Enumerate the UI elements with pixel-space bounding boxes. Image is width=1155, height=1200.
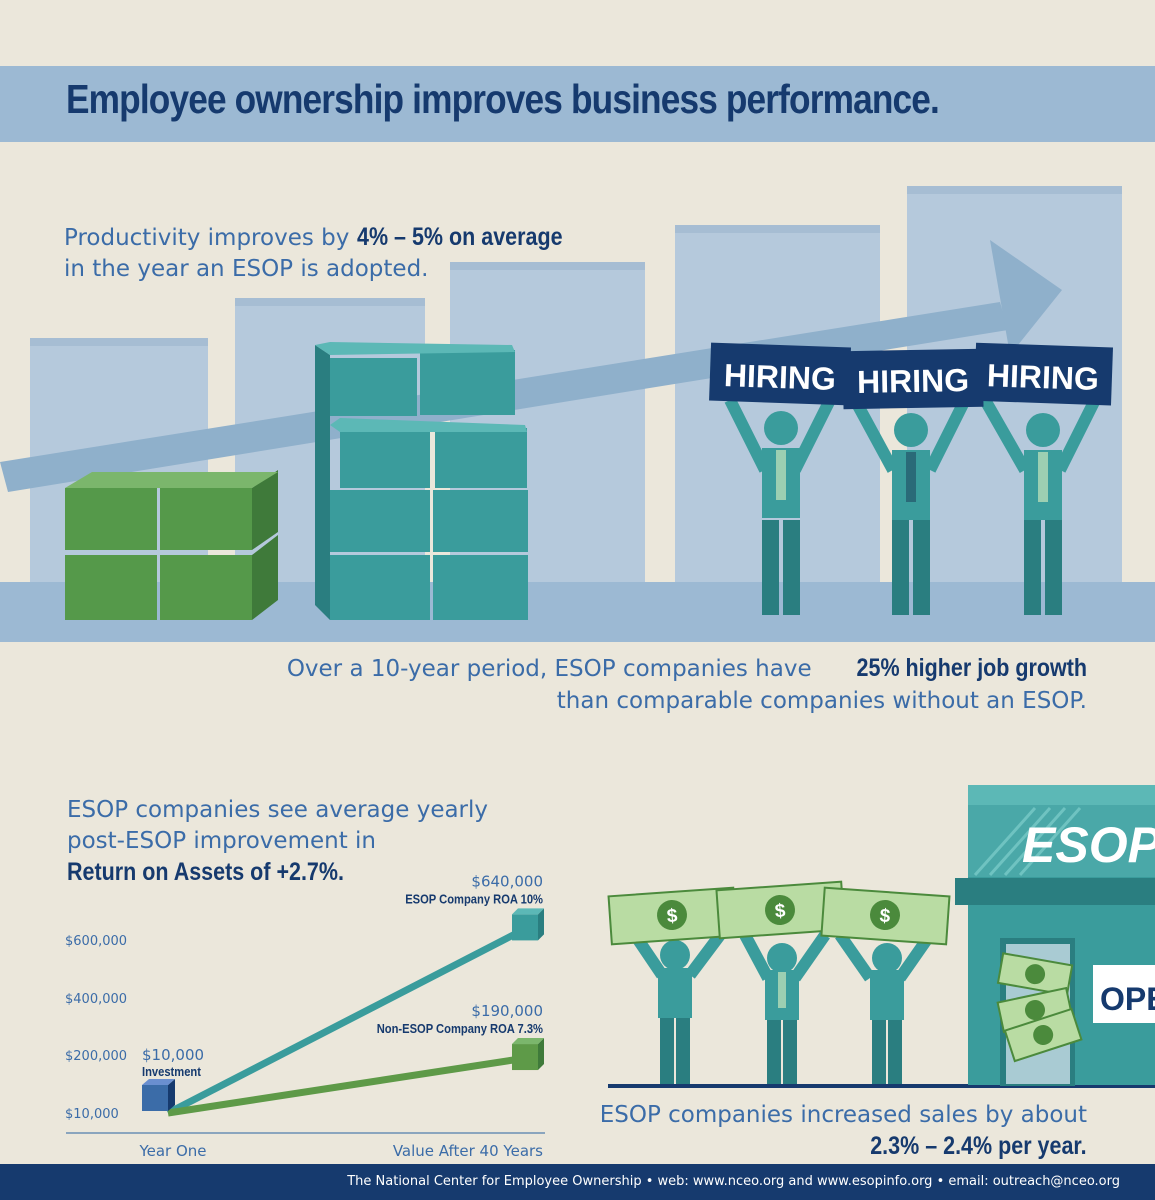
data-point-marker-side xyxy=(538,1038,544,1071)
sales-statement: ESOP companies increased sales by about … xyxy=(600,1100,1087,1163)
productivity-text: Productivity improves by xyxy=(64,225,357,251)
x-tick-label: Value After 40 Years xyxy=(393,1142,543,1160)
dollar-icon: $ xyxy=(879,906,891,928)
store-sign-text: ESOP xyxy=(1022,817,1155,873)
roa-line-1: ESOP companies see average yearly xyxy=(67,797,489,823)
roa-highlight: Return on Assets of +2.7%. xyxy=(67,858,344,886)
data-point-marker xyxy=(512,914,538,941)
hiring-sign-text: HIRING xyxy=(857,362,970,400)
productivity-statement: Productivity improves by 4% – 5% on aver… xyxy=(64,222,596,285)
y-tick-label: $10,000 xyxy=(65,1107,119,1122)
series-line xyxy=(166,925,528,1117)
data-label: $190,000 xyxy=(471,1002,543,1020)
page-title: Employee ownership improves business per… xyxy=(66,76,940,122)
sales-highlight: 2.3% – 2.4% per year. xyxy=(870,1132,1087,1160)
x-tick-label: Year One xyxy=(138,1142,206,1160)
y-tick-label: $600,000 xyxy=(65,934,127,949)
hiring-sign-text: HIRING xyxy=(723,357,836,397)
y-tick-label: $200,000 xyxy=(65,1049,127,1064)
sales-line-1: ESOP companies increased sales by about xyxy=(599,1102,1087,1128)
series-name-label: ESOP Company ROA 10% xyxy=(405,892,543,907)
start-sublabel: Investment xyxy=(142,1064,201,1079)
start-point-marker-top xyxy=(142,1079,175,1085)
productivity-highlight: 4% – 5% on average xyxy=(356,223,563,251)
job-growth-text-2: than comparable companies without an ESO… xyxy=(556,688,1087,714)
data-point-marker-top xyxy=(512,1038,544,1045)
start-value-label: $10,000 xyxy=(142,1046,204,1064)
job-growth-highlight: 25% higher job growth xyxy=(856,654,1087,682)
dollar-icon: $ xyxy=(666,906,678,928)
data-point-marker xyxy=(512,1044,538,1071)
teal-money-stack-icon xyxy=(315,342,528,620)
start-point-marker-side xyxy=(168,1079,175,1111)
y-tick-label: $400,000 xyxy=(65,992,127,1007)
job-growth-text: Over a 10-year period, ESOP companies ha… xyxy=(286,656,819,682)
series-name-label: Non-ESOP Company ROA 7.3% xyxy=(377,1021,543,1036)
job-growth-statement: Over a 10-year period, ESOP companies ha… xyxy=(287,652,1087,717)
open-sign-text: OPEN xyxy=(1100,981,1155,1017)
hiring-people-illustration: HIRING HIRING HIRING xyxy=(709,342,1114,615)
series-line xyxy=(167,1054,527,1117)
start-point-marker xyxy=(142,1085,168,1111)
productivity-text-2: in the year an ESOP is adopted. xyxy=(64,256,429,282)
green-money-stack-icon xyxy=(65,470,278,620)
data-point-marker-side xyxy=(538,908,544,941)
esop-storefront-illustration: ESOP OPEN xyxy=(955,785,1155,1086)
data-point-marker-top xyxy=(512,908,544,915)
data-label: $640,000 xyxy=(471,872,543,890)
hiring-sign-text: HIRING xyxy=(986,357,1099,397)
roa-statement: ESOP companies see average yearly post-E… xyxy=(67,795,488,889)
roa-line-2: post-ESOP improvement in xyxy=(67,828,376,854)
dollar-icon: $ xyxy=(774,901,786,923)
title-band xyxy=(0,66,1155,142)
footer: The National Center for Employee Ownersh… xyxy=(0,1164,1155,1200)
footer-text: The National Center for Employee Ownersh… xyxy=(347,1174,1120,1189)
